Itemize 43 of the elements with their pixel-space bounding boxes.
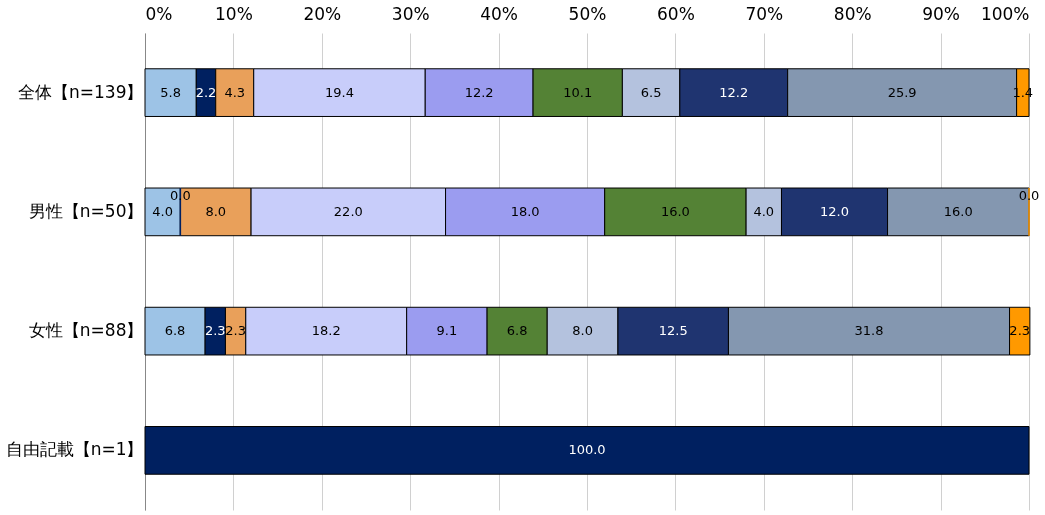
- data-label: 8.0: [205, 203, 227, 219]
- y-tick-label: 女性【n=88】: [28, 320, 144, 341]
- x-tick-label: 90%: [922, 3, 960, 24]
- data-label: 8.0: [572, 323, 593, 339]
- x-tick-label: 60%: [657, 3, 695, 24]
- data-label: 25.9: [887, 84, 917, 100]
- x-tick-label: 40%: [480, 3, 518, 24]
- data-label: 2.3: [1009, 323, 1031, 339]
- data-label: 5.8: [160, 84, 181, 100]
- data-label: 4.0: [152, 203, 174, 219]
- x-tick-label: 20%: [303, 3, 342, 24]
- x-tick-label: 100%: [980, 3, 1030, 24]
- data-label: 2.3: [204, 323, 226, 339]
- x-tick-label: 80%: [833, 3, 872, 24]
- x-tick-label: 70%: [745, 3, 784, 24]
- data-label: 31.8: [854, 323, 884, 339]
- bar: [144, 426, 1030, 475]
- data-label: 6.8: [506, 323, 528, 339]
- data-label: 4.3: [224, 84, 246, 100]
- data-label: 4.0: [753, 203, 775, 219]
- data-label: 18.0: [510, 203, 540, 219]
- x-tick-label: 50%: [568, 3, 607, 24]
- data-label: 12.0: [820, 203, 849, 219]
- data-label: 16.0: [660, 203, 690, 219]
- data-label: 22.0: [333, 203, 363, 219]
- data-label: 12.5: [658, 323, 688, 339]
- data-label: 6.5: [640, 84, 662, 100]
- data-label: 9.1: [436, 323, 458, 339]
- data-label: 18.2: [311, 323, 341, 339]
- data-label: 10.1: [563, 84, 593, 100]
- y-tick-label: 全体【n=139】: [18, 81, 144, 102]
- data-label: 6.8: [164, 323, 186, 339]
- data-label: 16.0: [943, 203, 973, 219]
- data-label: 19.4: [325, 84, 354, 100]
- data-label: 12.2: [719, 84, 749, 100]
- x-tick-label: 30%: [391, 3, 430, 24]
- data-label: 2.2: [195, 84, 217, 100]
- y-tick-label: 男性【n=50】: [28, 200, 144, 221]
- x-tick-label: 10%: [215, 3, 253, 24]
- x-tick-label: 0%: [145, 3, 173, 24]
- y-tick-label: 自由記載【n=1】: [5, 439, 144, 460]
- data-label: 100.0: [568, 442, 606, 458]
- data-label: 12.2: [464, 84, 494, 100]
